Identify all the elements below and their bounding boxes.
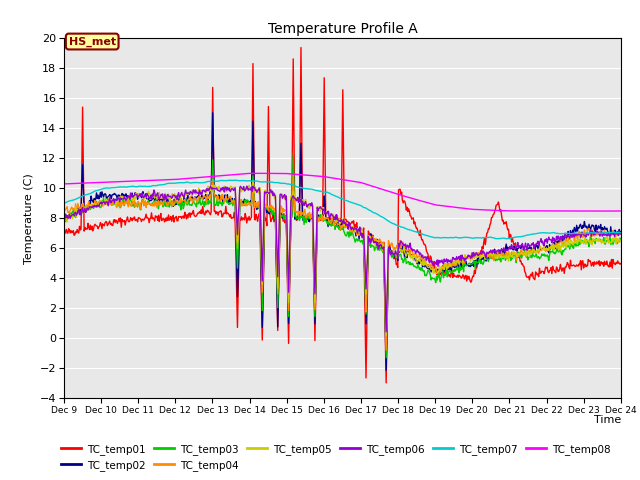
Text: HS_met: HS_met — [68, 36, 116, 47]
Title: Temperature Profile A: Temperature Profile A — [268, 22, 417, 36]
Text: Time: Time — [593, 415, 621, 425]
Legend: TC_temp01, TC_temp02, TC_temp03, TC_temp04, TC_temp05, TC_temp06, TC_temp07, TC_: TC_temp01, TC_temp02, TC_temp03, TC_temp… — [56, 439, 614, 475]
Y-axis label: Temperature (C): Temperature (C) — [24, 173, 35, 264]
